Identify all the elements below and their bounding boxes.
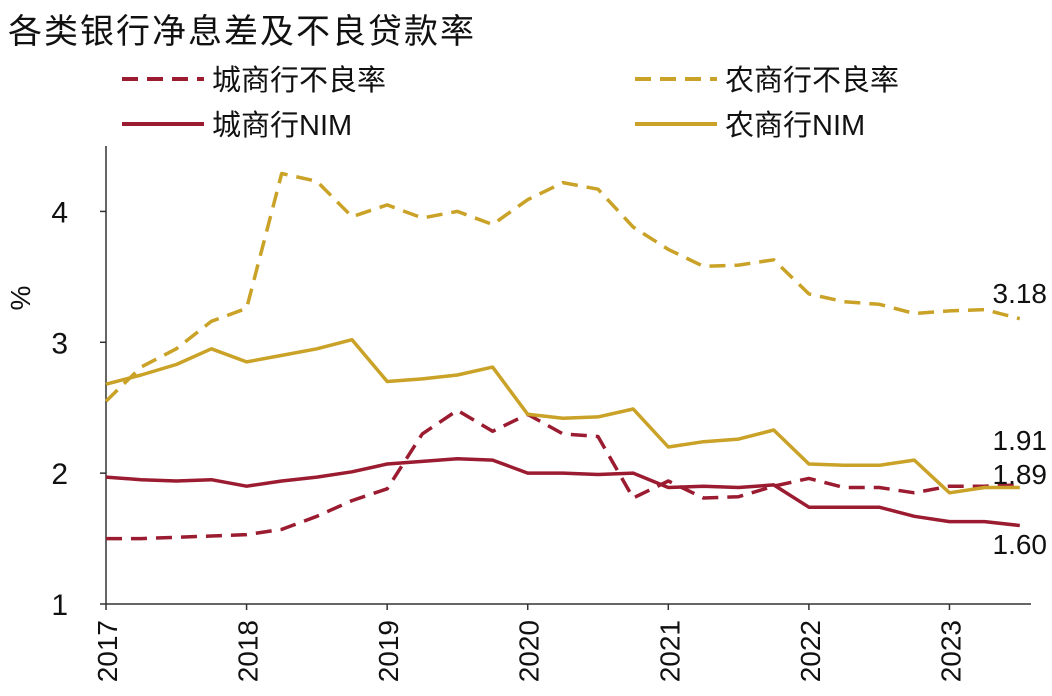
end-value-label-4: 1.89 — [993, 459, 1048, 490]
series-line-4 — [105, 337, 1020, 495]
y-tick-label: 4 — [51, 196, 68, 229]
y-tick-label: 2 — [51, 458, 68, 491]
end-value-label-3: 1.60 — [993, 529, 1048, 560]
axes: 1 2 3 4% 2017 2018 2019 2020 2021 2022 2023 — [5, 146, 1031, 682]
x-tick-label: 2017 — [92, 620, 123, 682]
legend-label-1: 城商行不良率 — [212, 64, 386, 97]
legend-label-4: 农商行NIM — [725, 109, 865, 142]
x-tick-label: 2020 — [514, 620, 545, 682]
y-tick-label: 1 — [51, 589, 68, 622]
series-line-2 — [104, 171, 1021, 403]
y-tick-label: 3 — [51, 327, 68, 360]
legend-label-2: 农商行不良率 — [725, 64, 899, 97]
end-value-label-1: 1.91 — [993, 425, 1048, 456]
x-tick-label: 2023 — [935, 620, 966, 682]
x-tick-label: 2018 — [233, 620, 264, 682]
x-tick-label: 2019 — [373, 620, 404, 682]
x-tick-label: 2021 — [654, 620, 685, 682]
series-line-1 — [106, 408, 1020, 541]
series-line-3 — [105, 456, 1020, 528]
series-lines — [104, 171, 1021, 541]
end-labels: 1.91 3.18 1.60 1.89 — [993, 278, 1048, 560]
end-value-label-2: 3.18 — [993, 278, 1048, 309]
legend-label-3: 城商行NIM — [212, 109, 352, 142]
x-tick-label: 2022 — [795, 620, 826, 682]
chart-title: 各类银行净息差及不良贷款率 — [8, 12, 476, 52]
y-axis-label: % — [5, 286, 36, 311]
